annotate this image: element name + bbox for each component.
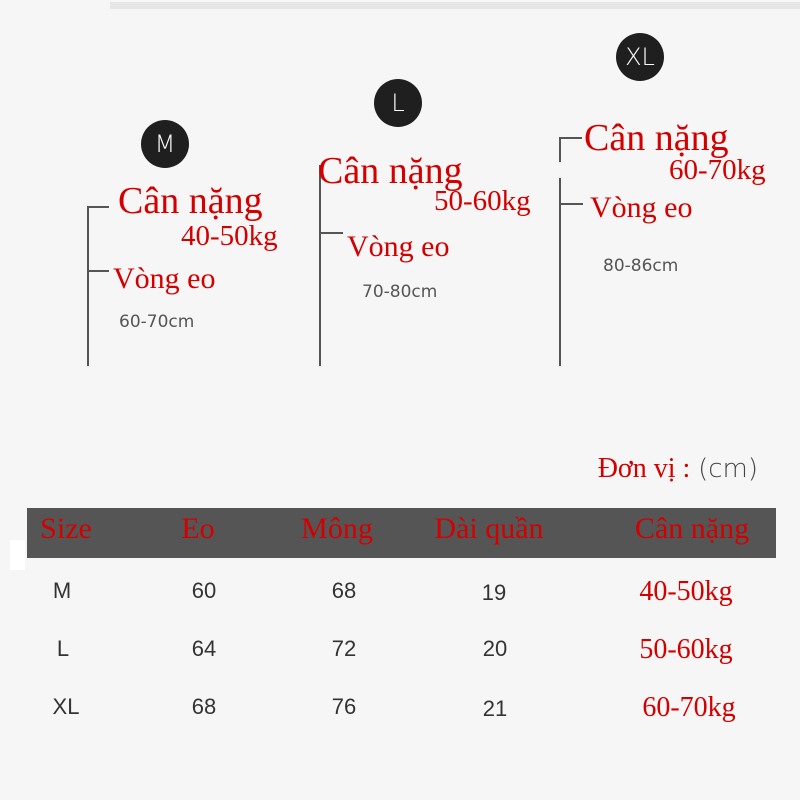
size-badge-xl: XL [616, 33, 664, 81]
bracket-line [559, 178, 561, 366]
col-header-length: Dài quần [434, 512, 544, 545]
weight-value: 60-70kg [669, 154, 766, 186]
waist-value: 60-70cm [119, 312, 195, 332]
unit-note: Đơn vị : (cm) [598, 452, 758, 484]
cell-length: 21 [482, 696, 508, 721]
waist-value: 70-80cm [362, 282, 438, 302]
cell-waist: 68 [191, 694, 217, 719]
weight-label: Cân nặng [318, 150, 463, 192]
unit-label: Đơn vị : [597, 453, 691, 484]
weight-label: Cân nặng [584, 117, 729, 159]
table-header [27, 508, 776, 558]
bracket-tick [87, 270, 109, 272]
col-header-waist: Eo [181, 512, 215, 545]
bracket-tick [559, 203, 583, 205]
decor-block [10, 540, 25, 570]
col-header-hip: Mông [301, 512, 373, 545]
waist-label: Vòng eo [347, 230, 450, 263]
cell-waist: 60 [191, 578, 217, 603]
cell-size: XL [52, 694, 80, 719]
cell-size: M [52, 578, 72, 603]
weight-label: Cân nặng [118, 180, 263, 222]
bracket-tick [559, 137, 582, 139]
bracket-tick [87, 206, 109, 208]
waist-label: Vòng eo [113, 262, 216, 295]
cell-weight: 60-70kg [642, 692, 736, 723]
cell-hip: 72 [331, 636, 357, 661]
cell-weight: 50-60kg [639, 634, 733, 665]
col-header-size: Size [40, 512, 92, 545]
weight-value: 40-50kg [181, 220, 278, 252]
bracket-line [87, 206, 89, 366]
cell-hip: 68 [331, 578, 357, 603]
size-badge-l: L [374, 79, 422, 127]
cell-weight: 40-50kg [639, 576, 733, 607]
weight-value: 50-60kg [434, 185, 531, 217]
waist-label: Vòng eo [590, 191, 693, 224]
cell-size: L [56, 636, 70, 661]
top-divider [110, 2, 800, 9]
size-badge-m: M [141, 120, 189, 168]
bracket-tick [319, 232, 343, 234]
cell-waist: 64 [191, 636, 217, 661]
unit-value: (cm) [698, 454, 758, 484]
bracket-line [319, 165, 321, 366]
cell-length: 20 [482, 636, 508, 661]
col-header-weight: Cân nặng [634, 512, 750, 545]
cell-hip: 76 [331, 694, 357, 719]
cell-length: 19 [481, 580, 507, 605]
bracket-line [559, 137, 561, 162]
waist-value: 80-86cm [603, 256, 679, 276]
